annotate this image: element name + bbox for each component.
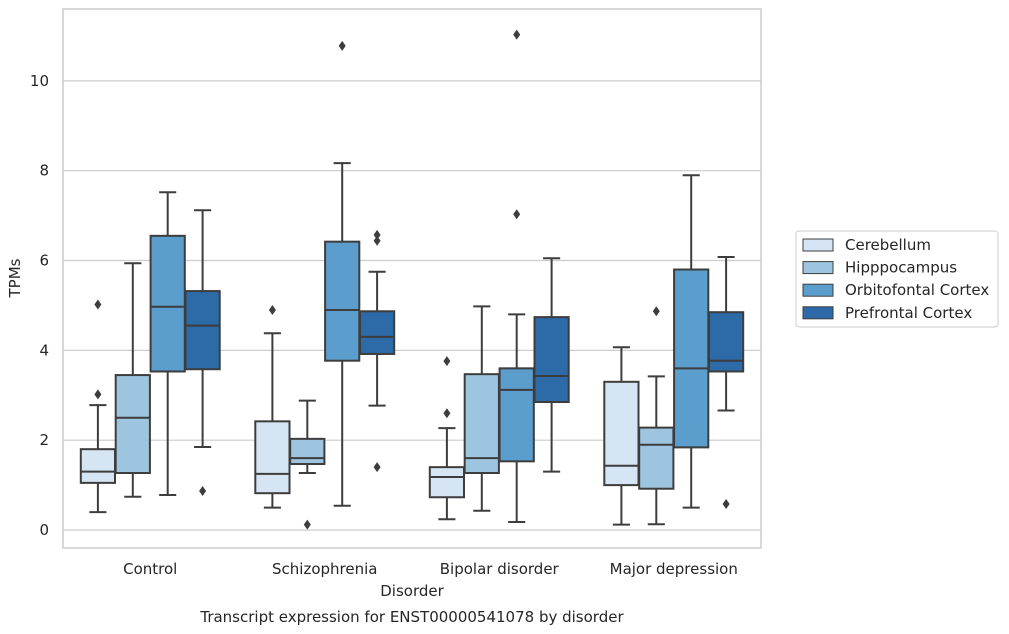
- box: [358, 229, 396, 473]
- figure-caption: Transcript expression for ENST0000054107…: [199, 608, 624, 626]
- series-prefrontal-cortex: [184, 209, 745, 509]
- box: [603, 346, 640, 526]
- y-tick-label: 8: [39, 162, 49, 180]
- box-body: [603, 380, 640, 487]
- outlier-point: [373, 229, 381, 240]
- box: [289, 399, 326, 530]
- box-body: [358, 310, 396, 355]
- legend-frame: [795, 230, 999, 328]
- box: [114, 262, 151, 498]
- box-body: [498, 367, 535, 463]
- outlier-point: [268, 304, 276, 315]
- box-body: [114, 374, 151, 474]
- legend-swatch: [802, 261, 834, 275]
- series-orbitofontal-cortex: [149, 29, 710, 523]
- box: [638, 306, 675, 526]
- legend-item: Cerebellum: [802, 236, 931, 254]
- box-body: [428, 466, 466, 499]
- box-body: [463, 373, 500, 474]
- outlier-point: [94, 389, 102, 400]
- box: [324, 40, 361, 507]
- legend-label: Hipppocampus: [845, 259, 957, 277]
- box-body: [79, 448, 117, 484]
- outlier-point: [373, 462, 381, 473]
- outlier-point: [722, 498, 730, 509]
- box: [428, 356, 466, 521]
- legend-item: Prefrontal Cortex: [802, 304, 972, 322]
- legend-label: Prefrontal Cortex: [845, 304, 972, 322]
- outlier-point: [303, 519, 311, 530]
- legend-item: Hipppocampus: [802, 259, 957, 277]
- y-tick-label: 2: [39, 431, 49, 449]
- box-body: [324, 240, 361, 362]
- x-tick-label: Schizophrenia: [272, 560, 377, 578]
- outlier-point: [338, 40, 346, 51]
- box-body: [289, 437, 326, 466]
- box: [533, 257, 570, 473]
- box-body: [149, 234, 186, 373]
- box: [673, 174, 710, 509]
- box-body: [254, 420, 291, 495]
- y-tick-label: 10: [30, 72, 49, 90]
- outlier-point: [199, 485, 207, 496]
- box: [463, 305, 500, 512]
- x-tick-label: Bipolar disorder: [440, 560, 560, 578]
- legend-item: Orbitofontal Cortex: [802, 281, 989, 299]
- box: [707, 255, 745, 509]
- y-tick-label: 0: [39, 521, 49, 539]
- y-tick-label: 6: [39, 252, 49, 270]
- plot-frame: [62, 8, 762, 549]
- outlier-point: [443, 408, 451, 419]
- box-body: [638, 426, 675, 490]
- box: [498, 29, 535, 523]
- outlier-point: [94, 299, 102, 310]
- outlier-point: [513, 29, 521, 40]
- outlier-point: [443, 356, 451, 367]
- outlier-point: [513, 209, 521, 220]
- box-body: [673, 268, 710, 449]
- legend: Cerebellum Hipppocampus Orbitofontal Corte…: [795, 230, 999, 328]
- legend-label: Orbitofontal Cortex: [845, 281, 989, 299]
- x-tick-label: Major depression: [610, 560, 738, 578]
- series-cerebellum: [79, 299, 640, 526]
- legend-swatch: [802, 238, 834, 252]
- outlier-point: [373, 235, 381, 246]
- box: [254, 304, 291, 509]
- legend-swatch: [802, 283, 834, 297]
- box: [184, 209, 221, 496]
- legend-swatch: [802, 306, 834, 320]
- x-tick-labels: Control Schizophrenia Bipolar disorder Majo…: [123, 560, 738, 578]
- y-tick-label: 4: [39, 341, 49, 359]
- box-series: [79, 29, 745, 530]
- series-hipppocampus: [114, 262, 675, 530]
- box-body: [184, 290, 221, 371]
- x-axis-title: Disorder: [380, 582, 444, 600]
- legend-label: Cerebellum: [845, 236, 931, 254]
- x-tick-label: Control: [123, 560, 177, 578]
- y-tick-labels: 0 2 4 6 8 10: [30, 72, 49, 539]
- y-axis-title: TPMs: [6, 258, 24, 298]
- box-body: [533, 316, 570, 404]
- outlier-point: [652, 306, 660, 317]
- box-body: [707, 311, 745, 373]
